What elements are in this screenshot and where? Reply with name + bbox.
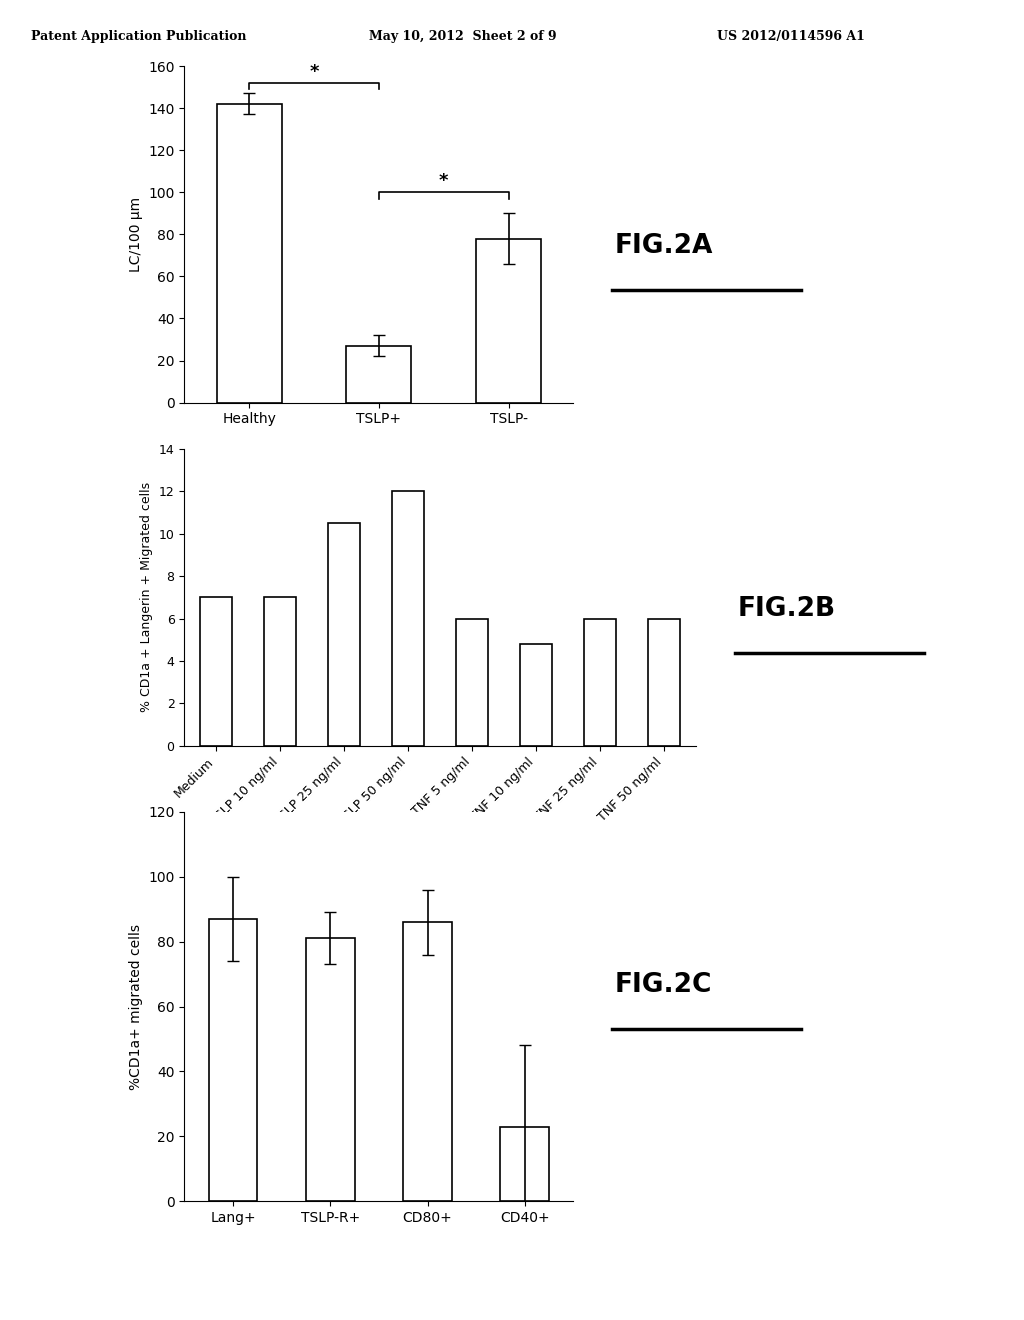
Y-axis label: LC/100 μm: LC/100 μm [129,197,142,272]
Text: May 10, 2012  Sheet 2 of 9: May 10, 2012 Sheet 2 of 9 [369,30,556,44]
Text: FIG.2B: FIG.2B [737,597,836,622]
Bar [501,1126,549,1201]
Bar [329,523,360,746]
Bar [209,919,257,1201]
Text: FIG.2C: FIG.2C [614,973,712,998]
Bar [403,923,452,1201]
Bar [392,491,424,746]
Bar [306,939,354,1201]
Bar [585,619,616,746]
Y-axis label: %CD1a+ migrated cells: %CD1a+ migrated cells [129,924,142,1089]
Bar [520,644,552,746]
Bar [264,597,296,746]
Bar [346,346,412,403]
Text: FIG.2A: FIG.2A [614,234,713,259]
Bar [457,619,488,746]
Text: US 2012/0114596 A1: US 2012/0114596 A1 [717,30,864,44]
Y-axis label: % CD1a + Langerin + Migrated cells: % CD1a + Langerin + Migrated cells [140,482,154,713]
Bar [201,597,232,746]
Text: *: * [309,63,318,81]
Bar [476,239,541,403]
Bar [648,619,680,746]
Bar [217,104,282,403]
Text: Patent Application Publication: Patent Application Publication [31,30,246,44]
Text: *: * [439,172,449,190]
